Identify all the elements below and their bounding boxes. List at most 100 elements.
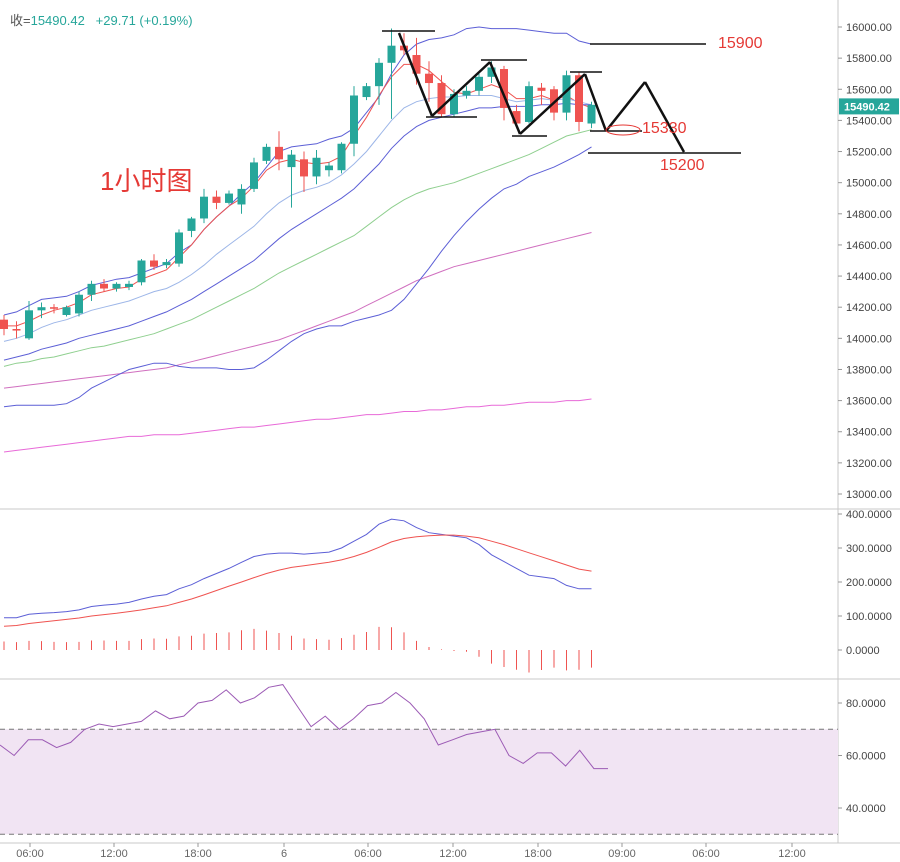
rsi-y-tick-label: 80.0000 bbox=[846, 698, 886, 710]
candle-body bbox=[137, 260, 146, 283]
rsi-y-tick-label: 60.0000 bbox=[846, 751, 886, 763]
candle-body bbox=[487, 67, 496, 77]
candle-body bbox=[187, 218, 196, 231]
candle-body bbox=[475, 76, 483, 91]
series-macd-dea bbox=[3, 534, 592, 627]
candle-body bbox=[200, 196, 208, 219]
y-tick-label: 13400.00 bbox=[846, 427, 892, 439]
candle-body bbox=[175, 232, 183, 264]
x-tick-label: 12:00 bbox=[778, 848, 806, 857]
candle-body bbox=[425, 73, 433, 84]
candle-body bbox=[512, 111, 521, 124]
level-label: 15200 bbox=[660, 157, 705, 174]
candle-body bbox=[250, 162, 258, 189]
y-tick-label: 15400.00 bbox=[846, 115, 892, 127]
rsi-y-tick-label: 40.0000 bbox=[846, 803, 886, 815]
overlay-ma-magenta bbox=[3, 398, 592, 453]
candle-body bbox=[450, 93, 458, 115]
y-tick-label: 13600.00 bbox=[846, 396, 892, 408]
x-tick-label: 06:00 bbox=[16, 848, 44, 857]
overlay-boll-upper bbox=[3, 26, 592, 316]
candle-body bbox=[587, 104, 596, 124]
y-tick-label: 14400.00 bbox=[846, 271, 892, 283]
candle-body bbox=[112, 283, 121, 289]
macd-y-tick-label: 200.0000 bbox=[846, 577, 892, 589]
x-tick-label: 18:00 bbox=[524, 848, 552, 857]
y-tick-label: 14600.00 bbox=[846, 240, 892, 252]
series-rsi bbox=[0, 684, 608, 770]
candle-body bbox=[75, 294, 83, 314]
candle-body bbox=[25, 310, 33, 339]
x-tick-label: 6 bbox=[281, 848, 287, 857]
candle-body bbox=[350, 95, 358, 144]
candle-body bbox=[462, 90, 471, 96]
candle-body bbox=[0, 319, 8, 329]
last-price-tag bbox=[839, 98, 899, 115]
candle-body bbox=[325, 165, 333, 171]
candle-body bbox=[387, 45, 396, 63]
trend-arrow-line bbox=[519, 73, 586, 135]
last-price-tag-label: 15490.42 bbox=[844, 101, 890, 113]
rsi-band bbox=[0, 729, 838, 835]
level-circle bbox=[605, 124, 641, 136]
candle-body bbox=[500, 69, 508, 108]
ohlc-legend: 收=15490.42 +29.71 (+0.19%) bbox=[10, 10, 193, 29]
candle-body bbox=[212, 196, 221, 203]
x-tick-label: 12:00 bbox=[100, 848, 128, 857]
x-tick-label: 06:00 bbox=[354, 848, 382, 857]
y-tick-label: 15000.00 bbox=[846, 178, 892, 190]
candle-body bbox=[437, 83, 446, 115]
candle-body bbox=[300, 159, 308, 177]
y-tick-label: 15600.00 bbox=[846, 84, 892, 96]
overlay-ma-pink bbox=[3, 232, 592, 389]
y-tick-label: 13000.00 bbox=[846, 489, 892, 501]
candle-body bbox=[150, 260, 158, 267]
candle-body bbox=[237, 188, 246, 205]
x-tick-label: 12:00 bbox=[439, 848, 467, 857]
change-pct: (+0.19%) bbox=[139, 13, 193, 28]
candle-body bbox=[412, 55, 421, 74]
trend-arrow-line bbox=[397, 32, 434, 117]
candle-body bbox=[362, 86, 371, 98]
y-tick-label: 14200.00 bbox=[846, 302, 892, 314]
y-tick-label: 13200.00 bbox=[846, 458, 892, 470]
candle-body bbox=[125, 283, 133, 287]
overlay-boll-lower bbox=[3, 146, 592, 408]
candle-body bbox=[312, 157, 321, 177]
y-tick-label: 14000.00 bbox=[846, 333, 892, 345]
candle-body bbox=[337, 143, 346, 171]
level-label: 15900 bbox=[718, 35, 763, 52]
candle-body bbox=[87, 283, 96, 295]
x-tick-label: 06:00 bbox=[692, 848, 720, 857]
macd-y-tick-label: 400.0000 bbox=[846, 509, 892, 521]
trend-arrow-line bbox=[431, 61, 491, 117]
close-value: 15490.42 bbox=[30, 13, 85, 28]
trend-arrow-line bbox=[605, 81, 646, 132]
trend-arrow-line bbox=[643, 81, 686, 153]
candle-body bbox=[275, 146, 283, 160]
y-tick-label: 14800.00 bbox=[846, 209, 892, 221]
candle-body bbox=[575, 75, 583, 122]
x-tick-label: 18:00 bbox=[184, 848, 212, 857]
y-tick-label: 13800.00 bbox=[846, 364, 892, 376]
macd-y-tick-label: 0.0000 bbox=[846, 645, 880, 657]
candle-body bbox=[375, 62, 383, 87]
candle-body bbox=[37, 307, 46, 311]
y-tick-label: 15800.00 bbox=[846, 53, 892, 65]
candle-body bbox=[287, 154, 296, 168]
level-label: 15330 bbox=[642, 120, 687, 137]
macd-y-tick-label: 300.0000 bbox=[846, 543, 892, 555]
y-tick-label: 16000.00 bbox=[846, 22, 892, 34]
overlay-ma-green bbox=[3, 129, 592, 367]
candle-body bbox=[62, 307, 71, 315]
macd-y-tick-label: 100.0000 bbox=[846, 611, 892, 623]
change-value: +29.71 bbox=[95, 13, 136, 28]
annotation-title: 1小时图 bbox=[100, 166, 192, 196]
candle-body bbox=[562, 75, 571, 113]
series-macd-dif bbox=[4, 518, 592, 619]
trend-arrow-line bbox=[488, 61, 522, 135]
candle-body bbox=[525, 86, 533, 122]
y-tick-label: 15200.00 bbox=[846, 147, 892, 159]
